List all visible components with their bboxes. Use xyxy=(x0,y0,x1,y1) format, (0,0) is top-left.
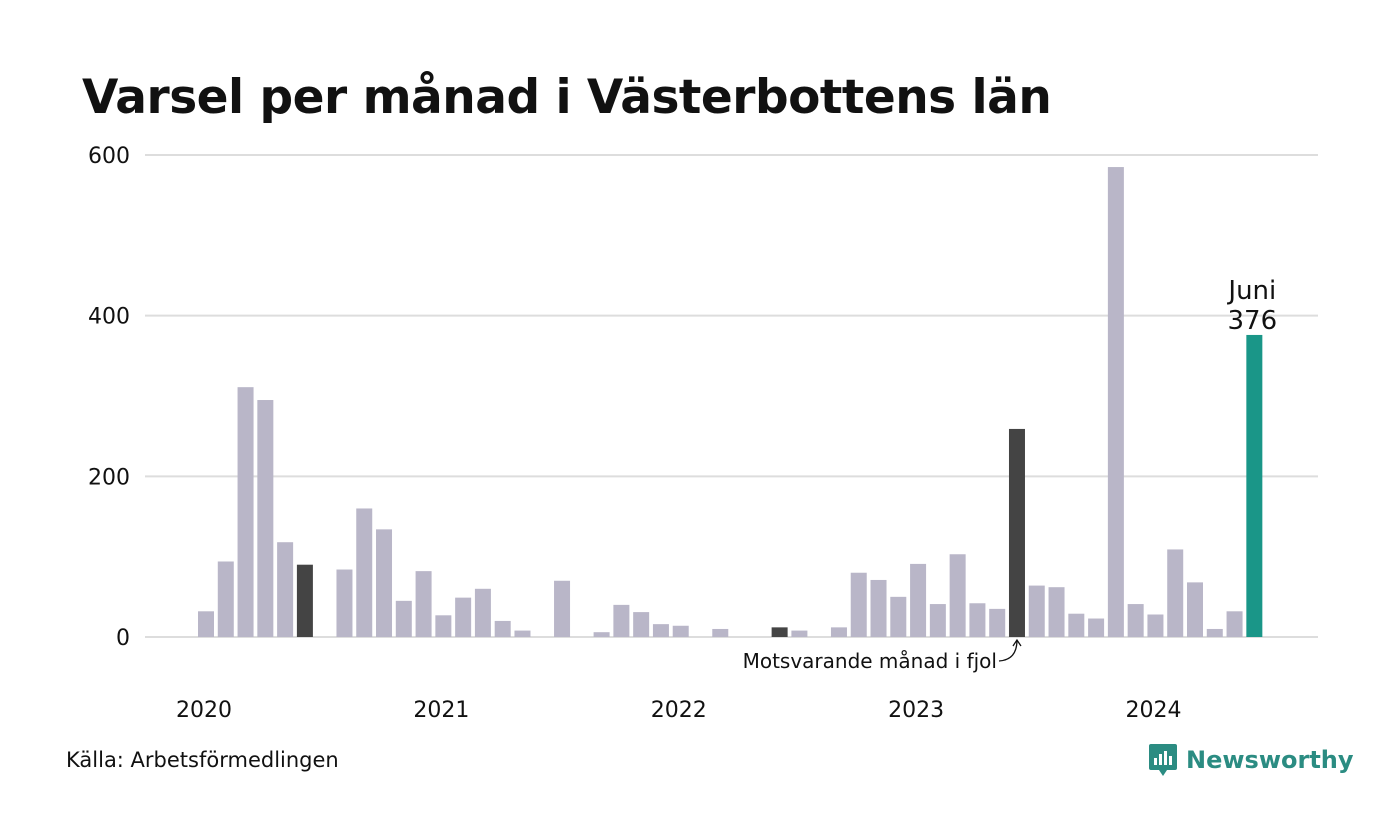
bar xyxy=(435,615,452,637)
bar xyxy=(1187,582,1203,637)
bar xyxy=(890,596,907,637)
bar xyxy=(652,624,669,637)
bar xyxy=(336,569,353,637)
bar xyxy=(376,529,393,637)
bar xyxy=(1068,613,1085,637)
bar xyxy=(1028,585,1045,637)
highlight-month-label: Juni xyxy=(1226,276,1276,306)
bar xyxy=(1048,587,1065,637)
bar xyxy=(1008,428,1025,637)
bar xyxy=(929,604,946,637)
brand-name: Newsworthy xyxy=(1186,746,1354,774)
bar xyxy=(198,611,214,637)
bar xyxy=(870,579,887,637)
bar xyxy=(771,627,788,637)
annotation-arrow xyxy=(998,639,1018,662)
y-tick-label: 0 xyxy=(116,626,130,651)
brand-logo[interactable]: Newsworthy xyxy=(1148,742,1354,778)
bar xyxy=(1107,167,1124,638)
bar xyxy=(791,630,808,637)
bar xyxy=(672,625,689,637)
bar xyxy=(554,580,571,637)
x-tick-label: 2022 xyxy=(651,698,707,723)
bar xyxy=(830,627,847,637)
y-tick-label: 400 xyxy=(88,305,130,330)
bar xyxy=(1246,334,1263,637)
bar xyxy=(415,571,432,637)
bar xyxy=(1088,618,1105,637)
bar xyxy=(593,632,610,637)
y-tick-label: 200 xyxy=(88,465,130,490)
bar xyxy=(494,620,511,637)
chart-title: Varsel per månad i Västerbottens län xyxy=(82,70,1052,125)
bar xyxy=(277,542,294,637)
bar xyxy=(1127,604,1144,637)
bar xyxy=(1226,611,1243,637)
bar xyxy=(217,561,234,637)
bar xyxy=(613,604,630,637)
bar xyxy=(1206,628,1223,637)
bar xyxy=(989,608,1006,637)
bar xyxy=(969,603,986,637)
bar xyxy=(1147,614,1164,637)
same-month-label: Motsvarande månad i fjol xyxy=(743,649,997,673)
bar xyxy=(850,572,867,637)
bar xyxy=(296,564,313,637)
x-tick-label: 2021 xyxy=(413,698,469,723)
bar xyxy=(455,597,472,637)
bar xyxy=(395,600,412,637)
bar xyxy=(257,400,274,637)
bar xyxy=(633,612,650,637)
newsworthy-logo-icon xyxy=(1149,744,1177,776)
bar xyxy=(514,630,531,637)
x-tick-label: 2023 xyxy=(888,698,944,723)
bar xyxy=(712,628,729,637)
bar xyxy=(474,588,491,637)
annotation-arrowhead xyxy=(1012,638,1022,647)
source-label: Källa: Arbetsförmedlingen xyxy=(66,748,339,772)
x-tick-label: 2020 xyxy=(176,698,232,723)
bar xyxy=(910,563,927,637)
bar xyxy=(949,554,966,637)
bar xyxy=(1167,549,1184,637)
y-tick-label: 600 xyxy=(88,144,130,169)
x-tick-label: 2024 xyxy=(1125,698,1181,723)
highlight-value-label: 376 xyxy=(1228,306,1278,336)
bar xyxy=(237,387,254,637)
bar xyxy=(356,508,373,637)
